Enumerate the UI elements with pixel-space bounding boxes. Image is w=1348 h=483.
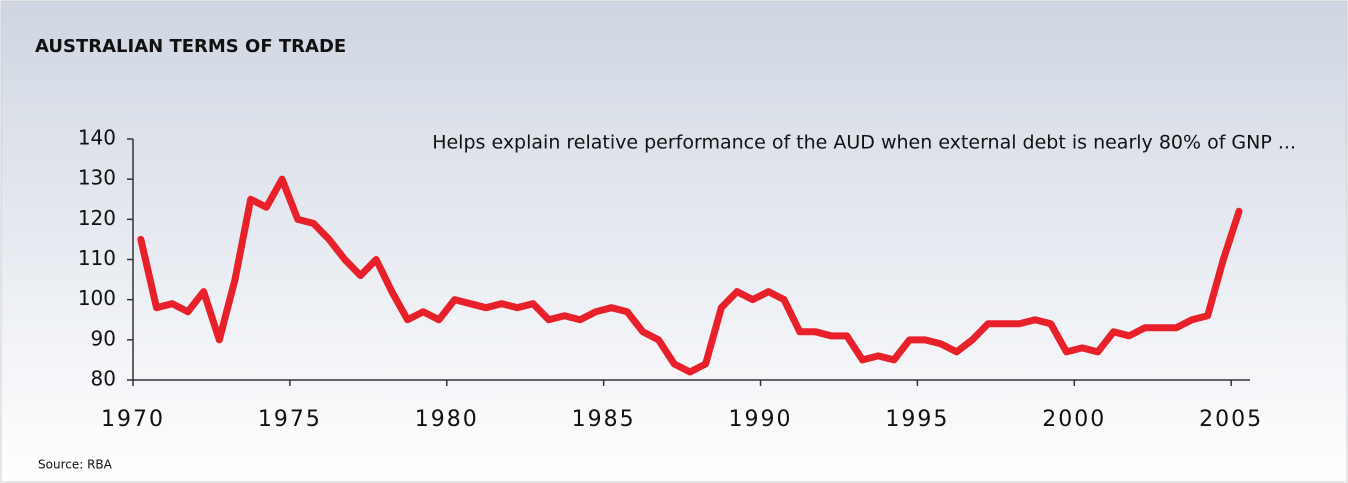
y-tick-label: 100 [78,286,116,310]
x-tick-label: 1985 [572,407,636,432]
series-line [137,175,1243,376]
source: Source: RBA [38,458,113,472]
y-tick-label: 140 [78,126,116,150]
subtitle: Helps explain relative performance of th… [432,132,1296,154]
x-tick-label: 2005 [1199,407,1263,432]
x-tick-label: 2000 [1042,407,1106,432]
y-tick-label: 130 [78,166,116,190]
x-tick-label: 1970 [101,407,165,432]
x-tick-label: 1980 [415,407,479,432]
x-tick-label: 1975 [258,407,322,432]
y-tick-label: 90 [91,326,116,350]
x-tick-label: 1995 [885,407,949,432]
y-tick-label: 110 [78,246,116,270]
y-tick-label: 120 [78,206,116,230]
x-tick-label: 1990 [729,407,793,432]
y-tick-label: 80 [91,367,116,391]
chart-title: AUSTRALIAN TERMS OF TRADE [35,36,346,57]
